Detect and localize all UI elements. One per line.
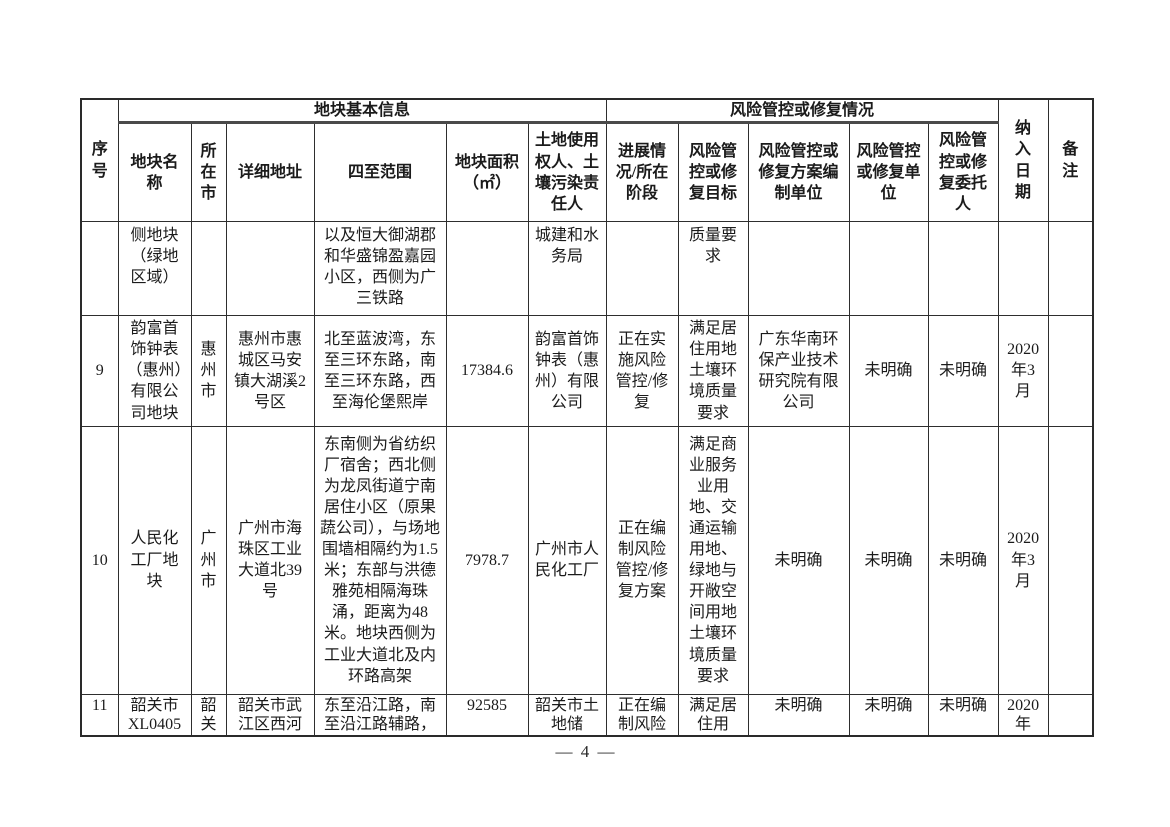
cell-remarks <box>1047 221 1094 317</box>
cell-address <box>225 221 315 317</box>
cell-city <box>190 221 227 317</box>
group-header-risk-control: 风险管控或修复情况 <box>605 98 999 125</box>
cell-client: 未明确 <box>927 315 999 427</box>
cell-target: 满足居住用地土壤环境质量要求 <box>677 315 749 427</box>
cell-boundaries: 北至蓝波湾，东至三环东路，南至三环东路，西至海伦堡熙岸 <box>313 315 447 427</box>
cell-inclusion-date: 2020年3月 <box>997 425 1049 695</box>
table-row-11: 11 韶关市XL0405 韶关 韶关市武江区西河 东至沿江路，南至沿江路辅路， … <box>80 693 1094 737</box>
cell-boundaries: 以及恒大御湖郡和华盛锦盈嘉园小区，西侧为广三铁路 <box>313 221 447 317</box>
cell-remediation-unit: 未明确 <box>848 425 929 695</box>
table-header-row: 地块名称 所在市 详细地址 四至范围 地块面积（㎡） 土地使用权人、土壤污染责任… <box>81 122 1093 223</box>
land-parcel-table: 序号 地块基本信息 风险管控或修复情况 纳入日期 备注 地块名称 所在市 详细地… <box>80 98 1095 737</box>
header-target: 风险管控或修复目标 <box>677 122 749 223</box>
cell-remediation-unit: 未明确 <box>848 315 929 427</box>
cell-city: 韶关 <box>190 693 227 737</box>
cell-serial: 11 <box>80 693 119 737</box>
cell-parcel-name: 韵富首饰钟表（惠州）有限公司地块 <box>117 315 192 427</box>
header-progress: 进展情况/所在阶段 <box>605 122 679 223</box>
cell-plan-unit: 广东华南环保产业技术研究院有限公司 <box>747 315 850 427</box>
header-remarks: 备注 <box>1047 98 1094 223</box>
cell-progress: 正在实施风险管控/修复 <box>605 315 679 427</box>
cell-parcel-name: 人民化工厂地块 <box>117 425 192 695</box>
cell-land-user: 广州市人民化工厂 <box>527 425 607 695</box>
table-row-9: 9 韵富首饰钟表（惠州）有限公司地块 惠州市 惠州市惠城区马安镇大湖溪2号区 北… <box>80 315 1094 427</box>
cell-serial <box>80 221 119 317</box>
cell-address: 广州市海珠区工业大道北39号 <box>225 425 315 695</box>
header-parcel-name: 地块名称 <box>117 122 192 223</box>
cell-boundaries: 东至沿江路，南至沿江路辅路， <box>313 693 447 737</box>
cell-client: 未明确 <box>927 693 999 737</box>
cell-inclusion-date <box>997 221 1049 317</box>
header-address: 详细地址 <box>225 122 315 223</box>
cell-address: 韶关市武江区西河 <box>225 693 315 737</box>
header-serial: 序号 <box>80 98 119 223</box>
header-city: 所在市 <box>190 122 227 223</box>
cell-plan-unit: 未明确 <box>747 693 850 737</box>
header-area: 地块面积（㎡） <box>445 122 529 223</box>
header-remediation-unit: 风险管控或修复单位 <box>848 122 929 223</box>
cell-target: 满足商业服务业用地、交通运输用地、绿地与开敞空间用地土壤环境质量要求 <box>677 425 749 695</box>
header-land-user: 土地使用权人、土壤污染责任人 <box>527 122 607 223</box>
table-header-group-row: 序号 地块基本信息 风险管控或修复情况 纳入日期 备注 <box>80 98 1094 223</box>
cell-progress: 正在编制风险管控/修复方案 <box>605 425 679 695</box>
cell-serial: 10 <box>80 425 119 695</box>
cell-serial: 9 <box>80 315 119 427</box>
cell-city: 广州市 <box>190 425 227 695</box>
cell-city: 惠州市 <box>190 315 227 427</box>
cell-progress: 正在编制风险 <box>605 693 679 737</box>
cell-progress <box>605 221 679 317</box>
cell-remediation-unit <box>848 221 929 317</box>
cell-boundaries: 东南侧为省纺织厂宿舍；西北侧为龙凤街道宁南居住小区（原果蔬公司），与场地围墙相隔… <box>313 425 447 695</box>
cell-parcel-name: 韶关市XL0405 <box>117 693 192 737</box>
cell-inclusion-date: 2020年3月 <box>997 315 1049 427</box>
cell-target: 质量要求 <box>677 221 749 317</box>
header-client: 风险管控或修复委托人 <box>927 122 999 223</box>
cell-land-user: 城建和水务局 <box>527 221 607 317</box>
table-row-continuation: 侧地块（绿地区域） 以及恒大御湖郡和华盛锦盈嘉园小区，西侧为广三铁路 城建和水务… <box>80 221 1094 317</box>
cell-address: 惠州市惠城区马安镇大湖溪2号区 <box>225 315 315 427</box>
header-boundaries: 四至范围 <box>313 122 447 223</box>
cell-area: 7978.7 <box>445 425 529 695</box>
cell-client <box>927 221 999 317</box>
header-plan-unit: 风险管控或修复方案编制单位 <box>747 122 850 223</box>
table-row-10: 10 人民化工厂地块 广州市 广州市海珠区工业大道北39号 东南侧为省纺织厂宿舍… <box>80 425 1094 695</box>
cell-remarks <box>1047 693 1094 737</box>
cell-plan-unit: 未明确 <box>747 425 850 695</box>
header-inclusion-date: 纳入日期 <box>997 98 1049 223</box>
cell-area <box>445 221 529 317</box>
cell-land-user: 韵富首饰钟表（惠州）有限公司 <box>527 315 607 427</box>
cell-land-user: 韶关市土地储 <box>527 693 607 737</box>
cell-target: 满足居住用地、 <box>677 693 749 737</box>
cell-client: 未明确 <box>927 425 999 695</box>
cell-inclusion-date: 2020年 <box>997 693 1049 737</box>
cell-plan-unit <box>747 221 850 317</box>
cell-area: 92585 <box>445 693 529 737</box>
cell-remarks <box>1047 425 1094 695</box>
page-number: — 4 — <box>555 742 617 761</box>
cell-parcel-name: 侧地块（绿地区域） <box>117 221 192 317</box>
cell-remarks <box>1047 315 1094 427</box>
group-header-basic-info: 地块基本信息 <box>117 98 607 125</box>
cell-remediation-unit: 未明确 <box>848 693 929 737</box>
cell-area: 17384.6 <box>445 315 529 427</box>
